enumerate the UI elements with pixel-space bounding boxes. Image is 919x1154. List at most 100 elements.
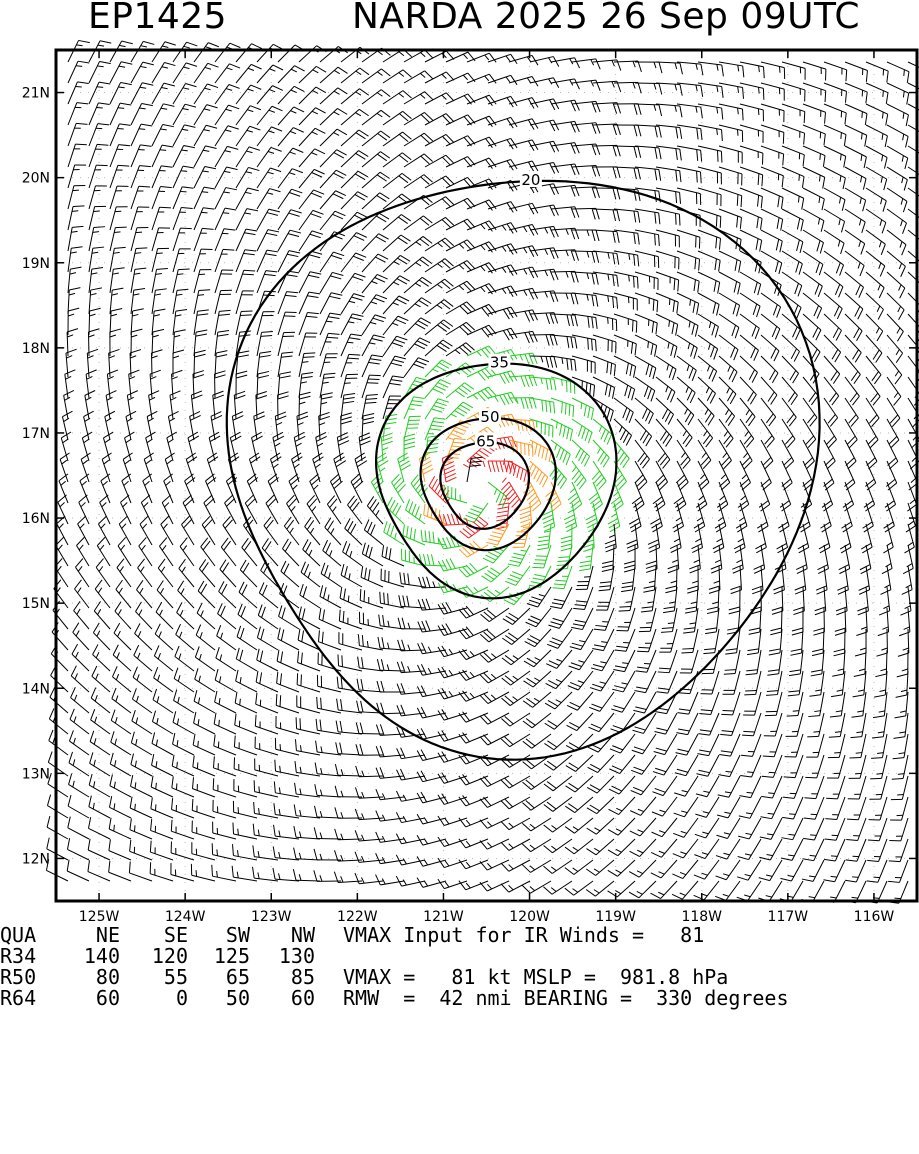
wind-barb (719, 377, 736, 404)
wind-barb (509, 331, 537, 343)
wind-barb (425, 399, 449, 419)
wind-barb (608, 839, 635, 856)
wind-barb (718, 776, 740, 797)
wind-barb (277, 650, 299, 671)
wind-barb (257, 44, 283, 62)
wind-barb (740, 251, 761, 273)
wind-barb (761, 146, 784, 165)
wind-barb (383, 376, 404, 398)
wind-barb (672, 881, 698, 899)
wind-barb (196, 625, 215, 650)
wind-barb (361, 566, 383, 587)
wind-barb (803, 839, 824, 861)
wind-barb (299, 251, 322, 272)
wind-barb (278, 148, 303, 167)
wind-barb (362, 543, 383, 566)
wind-barb (588, 755, 614, 773)
wind-barb (740, 188, 762, 208)
wind-barb (769, 629, 782, 655)
wind-barb (156, 602, 173, 629)
wind-barb (824, 146, 846, 167)
wind-barb (740, 146, 763, 165)
se-value: 0 (130, 988, 188, 1009)
wind-barb (677, 692, 698, 714)
wind-barb (593, 251, 619, 265)
wind-barb (488, 75, 517, 84)
row-label: R34 (0, 946, 36, 967)
wind-barb (257, 65, 283, 83)
wind-barb (720, 713, 740, 735)
wind-barb (759, 860, 782, 881)
graticule-grid (56, 50, 917, 901)
wind-barb (467, 242, 496, 253)
wind-barb (677, 335, 697, 359)
wind-barb (505, 566, 530, 585)
wind-barb (195, 668, 215, 692)
wind-barb (567, 713, 593, 731)
wind-barb (652, 776, 677, 796)
wind-barb (172, 776, 194, 797)
wind-barb (593, 356, 615, 376)
wind-barb (294, 826, 320, 839)
wind-barb (446, 383, 474, 398)
wind-barb (887, 167, 907, 191)
wind-barb (826, 776, 845, 799)
wind-barb (887, 293, 904, 320)
wind-barb (782, 314, 800, 340)
wind-barb (652, 797, 677, 816)
sw-value: 50 (190, 988, 250, 1009)
wind-barb (672, 860, 698, 879)
wind-barb (887, 251, 905, 277)
wind-barb (610, 734, 635, 753)
col-se: SE (130, 925, 188, 946)
lat-tick-label: 21N (22, 86, 50, 102)
wind-barb (278, 230, 301, 251)
wind-barb (110, 186, 128, 209)
wind-barb (131, 145, 152, 167)
wind-barb (438, 837, 467, 847)
wind-barb (110, 145, 130, 167)
wind-barb (695, 818, 719, 838)
wind-barb (674, 797, 698, 817)
wind-barb (278, 107, 304, 125)
wind-barb (362, 234, 389, 251)
wind-barb (739, 776, 761, 798)
wind-barb (194, 63, 218, 83)
wind-barb (868, 818, 887, 841)
wind-barb (418, 643, 446, 654)
wind-barb (698, 335, 718, 360)
wind-barb (866, 62, 888, 82)
wind-barb (824, 293, 842, 319)
wind-barb (213, 822, 236, 839)
wind-barb (146, 432, 156, 461)
wind-barb (848, 776, 866, 799)
wind-barb (171, 863, 194, 881)
wind-barb (236, 188, 259, 209)
wind-barb (173, 249, 191, 272)
wind-barb (719, 734, 740, 756)
wind-barb (824, 839, 845, 861)
wind-barb (614, 377, 635, 400)
wind-barb (256, 693, 278, 713)
wind-barb (802, 860, 824, 881)
wind-barb (480, 734, 509, 745)
wind-barb (698, 398, 714, 425)
wind-barb (676, 734, 698, 755)
wind-barb (761, 356, 778, 383)
wind-barb (362, 295, 387, 314)
wind-barb (132, 710, 152, 734)
wind-barb (256, 671, 278, 692)
wind-barb (216, 647, 236, 671)
wind-barb (845, 251, 864, 276)
wind-barb (110, 796, 131, 818)
wind-barb (90, 731, 110, 755)
wind-barb (537, 524, 551, 550)
wind-barb (698, 377, 716, 403)
wind-barb (738, 482, 749, 511)
wind-barb (761, 335, 779, 361)
wind-barb (568, 482, 582, 511)
wind-barb (60, 453, 69, 482)
wind-barb (268, 474, 278, 503)
wind-barb (827, 755, 845, 778)
wind-barb (113, 645, 131, 671)
